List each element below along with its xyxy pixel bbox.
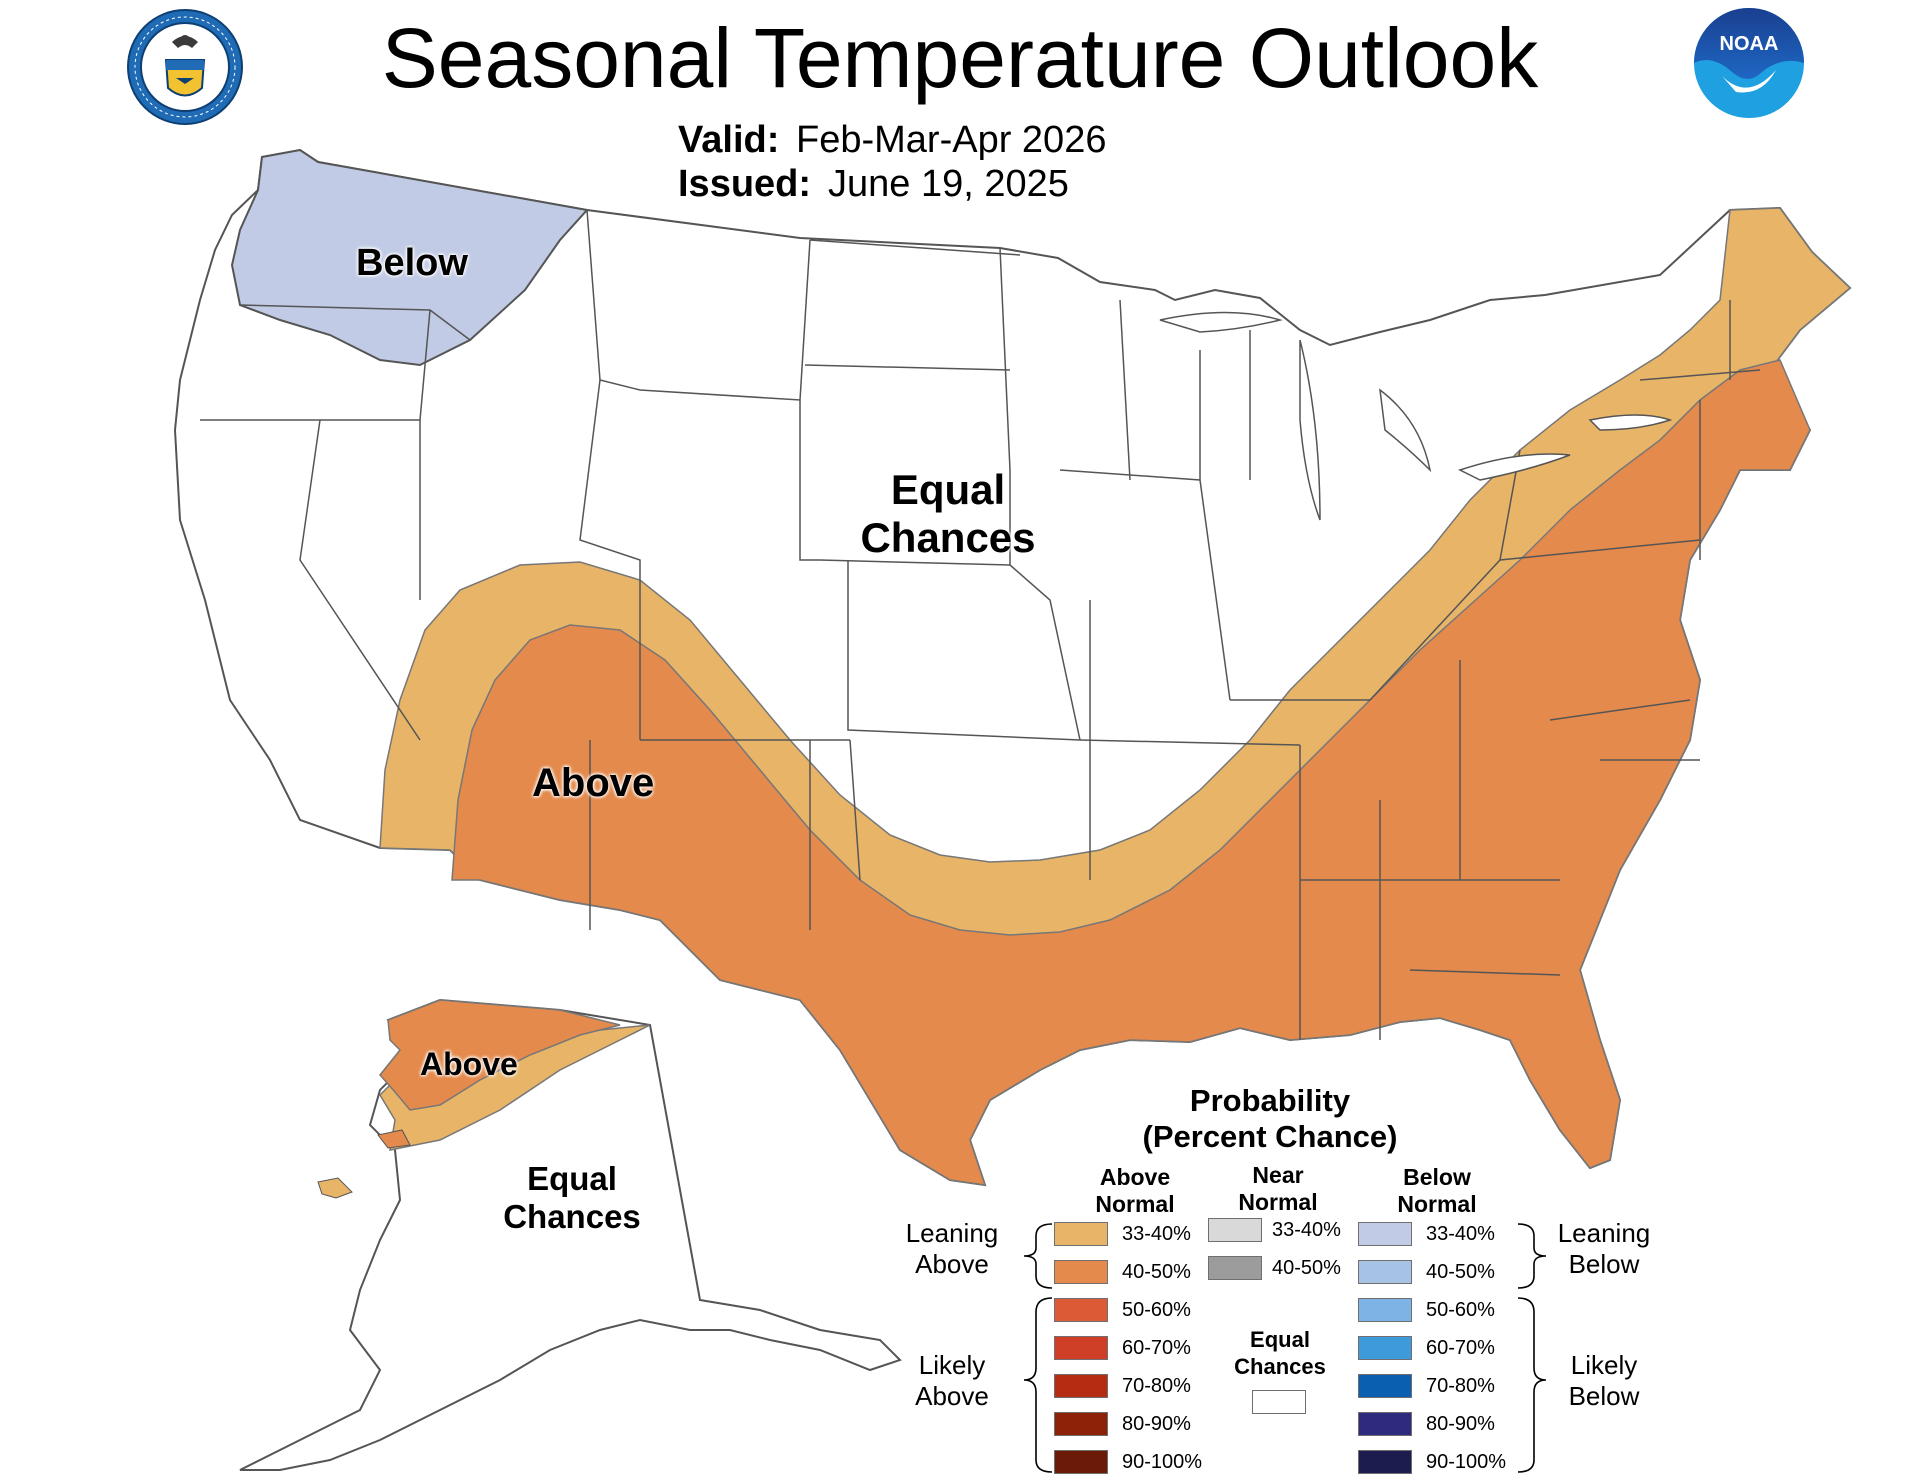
legend-col-below-l1: Below <box>1403 1164 1471 1190</box>
legend-equal-chances-l2: Chances <box>1234 1354 1326 1379</box>
great-lakes <box>1159 311 1673 521</box>
legend-swatch-below-1 <box>1358 1260 1412 1284</box>
legend-label-below-1: 40-50% <box>1426 1261 1495 1283</box>
brace-likely-above <box>1023 1297 1053 1473</box>
legend-label-above-5: 80-90% <box>1122 1413 1191 1435</box>
legend-label-above-4: 70-80% <box>1122 1375 1191 1397</box>
legend-leaning-above-l1: Leaning <box>905 1218 999 1248</box>
above-40-50-region-conus <box>451 359 1811 1186</box>
legend-swatch-below-3 <box>1358 1336 1412 1360</box>
legend-swatch-below-4 <box>1358 1374 1412 1398</box>
page-title: Seasonal Temperature Outlook <box>381 11 1539 105</box>
legend-equal-chances: Equal Chances <box>1220 1326 1340 1380</box>
valid-period: Valid: Feb-Mar-Apr 2026 <box>678 118 1106 162</box>
legend-label-below-3: 60-70% <box>1426 1337 1495 1359</box>
issued-date: Issued: June 19, 2025 <box>678 162 1069 206</box>
legend-label-above-2: 50-60% <box>1122 1299 1191 1321</box>
legend-label-below-2: 50-60% <box>1426 1299 1495 1321</box>
alaska-island-small <box>377 1129 411 1149</box>
legend-leaning-below-l1: Leaning <box>1557 1218 1651 1248</box>
label-equal-chances-alaska: Equal Chances <box>496 1160 648 1236</box>
label-above-normal-conus: Above <box>532 761 655 805</box>
legend-label-near-0: 33-40% <box>1272 1219 1341 1241</box>
legend-label-above-1: 40-50% <box>1122 1261 1191 1283</box>
legend-col-below-l2: Normal <box>1397 1191 1477 1217</box>
legend-swatch-above-6 <box>1054 1450 1108 1474</box>
brace-leaning-above <box>1023 1223 1053 1289</box>
label-alaska-equal-l1: Equal <box>527 1160 617 1197</box>
alaska-border <box>649 1024 701 1301</box>
legend-swatch-above-3 <box>1054 1336 1108 1360</box>
alaska-island-above <box>317 1177 353 1199</box>
label-equal-chances-l2: Chances <box>860 514 1036 562</box>
legend-title-l2: (Percent Chance) <box>1142 1119 1398 1154</box>
legend-likely-above: Likely Above <box>896 1350 1008 1412</box>
legend-label-above-6: 90-100% <box>1122 1451 1203 1473</box>
legend-leaning-below: Leaning Below <box>1548 1218 1660 1280</box>
brace-leaning-below <box>1517 1223 1547 1289</box>
legend-likely-below-l1: Likely <box>1570 1350 1638 1380</box>
legend-equal-chances-l1: Equal <box>1250 1327 1310 1352</box>
legend-label-above-3: 60-70% <box>1122 1337 1191 1359</box>
legend-label-below-5: 80-90% <box>1426 1413 1495 1435</box>
legend-likely-above-l1: Likely <box>918 1350 986 1380</box>
label-equal-chances-l1: Equal <box>890 466 1006 513</box>
state-borders <box>200 209 1761 1040</box>
issued-value: June 19, 2025 <box>828 163 1069 205</box>
legend-col-above-l2: Normal <box>1095 1191 1175 1217</box>
legend-label-below-4: 70-80% <box>1426 1375 1495 1397</box>
legend-swatch-above-2 <box>1054 1298 1108 1322</box>
noaa-logo: NOAA <box>1694 8 1804 118</box>
legend-likely-below: Likely Below <box>1548 1350 1660 1412</box>
legend-label-above-0: 33-40% <box>1122 1223 1191 1245</box>
legend-swatch-above-1 <box>1054 1260 1108 1284</box>
legend-label-near-1: 40-50% <box>1272 1257 1341 1279</box>
legend-swatch-equal <box>1252 1390 1306 1414</box>
legend-col-near: Near Normal <box>1228 1162 1328 1216</box>
label-alaska-equal-l2: Chances <box>503 1197 641 1235</box>
legend-likely-above-l2: Above <box>915 1381 989 1411</box>
legend-swatch-above-0 <box>1054 1222 1108 1246</box>
above-40-50-region-alaska <box>379 999 621 1111</box>
legend-title-l1: Probability <box>1189 1083 1351 1118</box>
below-normal-region <box>230 148 589 367</box>
legend-col-near-l2: Normal <box>1238 1189 1318 1215</box>
brace-likely-below <box>1517 1297 1547 1473</box>
legend-swatch-below-5 <box>1358 1412 1412 1436</box>
legend-col-above: Above Normal <box>1080 1164 1190 1218</box>
commerce-seal-logo <box>127 9 243 125</box>
legend-swatch-above-4 <box>1054 1374 1108 1398</box>
legend-swatch-below-0 <box>1358 1222 1412 1246</box>
legend-leaning-above-l2: Above <box>915 1249 989 1279</box>
legend-title: Probability (Percent Chance) <box>1110 1083 1430 1155</box>
label-above-normal-alaska: Above <box>420 1046 518 1082</box>
alaska-panhandle <box>699 1299 901 1361</box>
legend-likely-below-l2: Below <box>1568 1381 1640 1411</box>
legend-col-near-l1: Near <box>1252 1162 1304 1188</box>
legend-swatch-above-5 <box>1054 1412 1108 1436</box>
legend-leaning-above: Leaning Above <box>896 1218 1008 1280</box>
noaa-logo-text: NOAA <box>1720 33 1779 55</box>
legend-swatch-below-2 <box>1358 1298 1412 1322</box>
label-equal-chances-conus: Equal Chances <box>848 466 1048 563</box>
issued-label: Issued: <box>678 163 812 205</box>
legend-label-below-0: 33-40% <box>1426 1223 1495 1245</box>
legend-leaning-below-l2: Below <box>1568 1249 1640 1279</box>
valid-label: Valid: <box>678 119 780 161</box>
label-below-normal: Below <box>356 242 468 284</box>
legend-swatch-near-1 <box>1208 1256 1262 1280</box>
legend-col-above-l1: Above <box>1099 1164 1171 1190</box>
legend-label-below-6: 90-100% <box>1426 1451 1507 1473</box>
legend-swatch-near-0 <box>1208 1218 1262 1242</box>
valid-value: Feb-Mar-Apr 2026 <box>796 119 1107 161</box>
legend-swatch-below-6 <box>1358 1450 1412 1474</box>
legend-col-below: Below Normal <box>1382 1164 1492 1218</box>
